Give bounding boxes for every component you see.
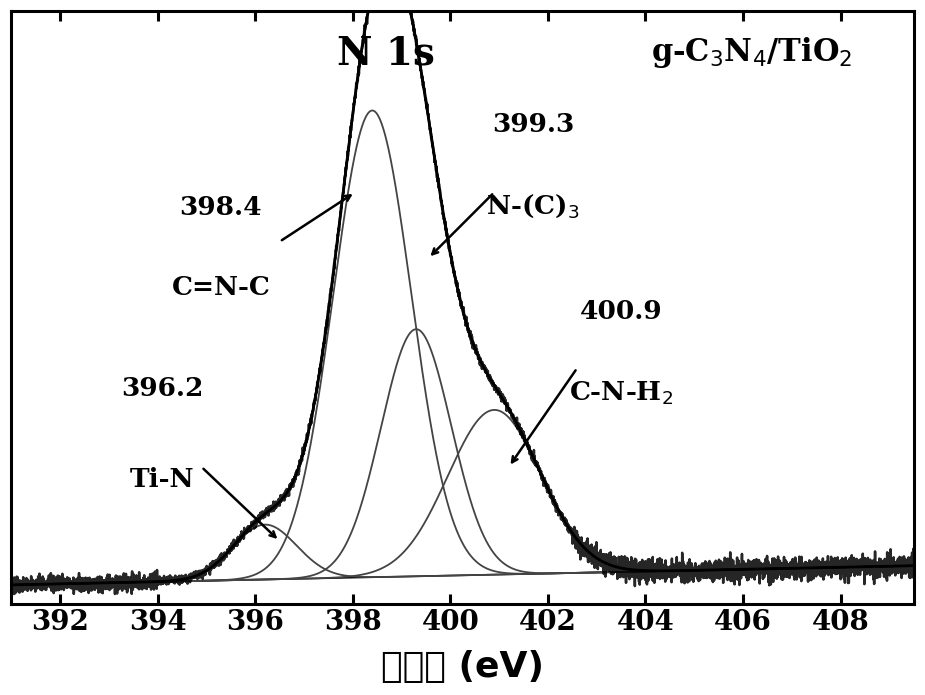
Text: g-C$_3$N$_4$/TiO$_2$: g-C$_3$N$_4$/TiO$_2$ [650, 35, 852, 70]
Text: 400.9: 400.9 [580, 299, 662, 324]
Text: C=N-C: C=N-C [171, 275, 270, 300]
X-axis label: 结合能 (eV): 结合能 (eV) [381, 650, 544, 684]
Text: N 1s: N 1s [337, 35, 435, 73]
Text: 396.2: 396.2 [121, 376, 204, 401]
Text: C-N-H$_2$: C-N-H$_2$ [569, 379, 673, 407]
Text: 398.4: 398.4 [179, 195, 263, 220]
Text: N-(C)$_3$: N-(C)$_3$ [487, 193, 580, 220]
Text: Ti-N: Ti-N [130, 467, 194, 492]
Text: 399.3: 399.3 [492, 113, 574, 138]
